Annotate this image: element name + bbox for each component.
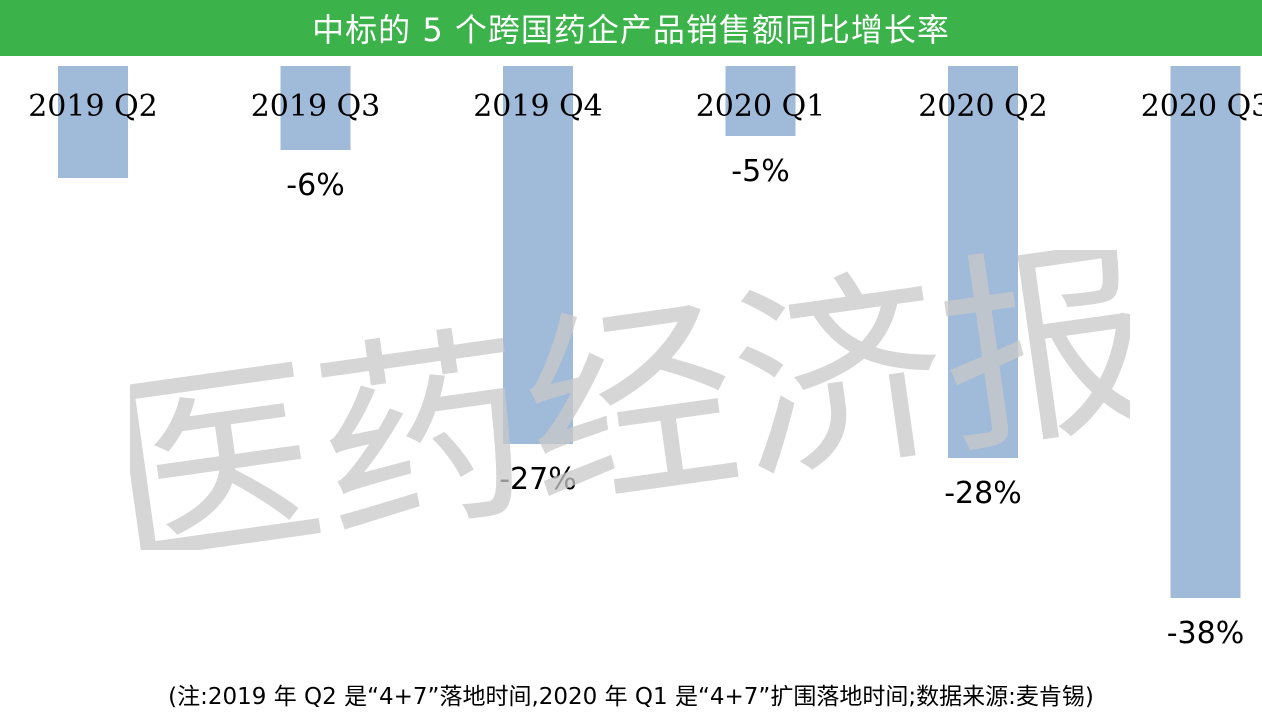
footnote-text: (注:2019 年 Q2 是“4+7”落地时间,2020 年 Q1 是“4+7”… xyxy=(168,684,1094,710)
bar-chart: 2019 Q2 2019 Q3 -6% 2019 Q4 -27% 2020 Q1 -5% 20… xyxy=(28,66,1262,651)
category-label: 2020 Q3 xyxy=(1141,89,1262,124)
data-label: -27% xyxy=(499,462,577,497)
data-label: -38% xyxy=(1167,616,1245,651)
category-label: 2019 Q2 xyxy=(28,89,158,124)
chart-title-bar: 中标的 5 个跨国药企产品销售额同比增长率 xyxy=(0,0,1262,56)
bar-2020-q1 xyxy=(725,66,796,136)
bar-2019-q2 xyxy=(58,66,128,178)
category-label: 2020 Q2 xyxy=(918,89,1048,124)
data-label: -28% xyxy=(944,476,1022,511)
data-label: -5% xyxy=(731,154,789,189)
data-label: -6% xyxy=(286,168,344,203)
chart-title: 中标的 5 个跨国药企产品销售额同比增长率 xyxy=(312,11,950,49)
bar-2020-q3 xyxy=(1170,66,1241,598)
bar-2019-q4 xyxy=(503,66,573,444)
bar-2020-q2 xyxy=(948,66,1018,458)
category-label: 2019 Q4 xyxy=(473,89,603,124)
footnote: (注:2019 年 Q2 是“4+7”落地时间,2020 年 Q1 是“4+7”… xyxy=(0,672,1262,716)
category-label: 2020 Q1 xyxy=(696,89,826,124)
bar-2019-q3 xyxy=(280,66,351,150)
category-label: 2019 Q3 xyxy=(251,89,381,124)
